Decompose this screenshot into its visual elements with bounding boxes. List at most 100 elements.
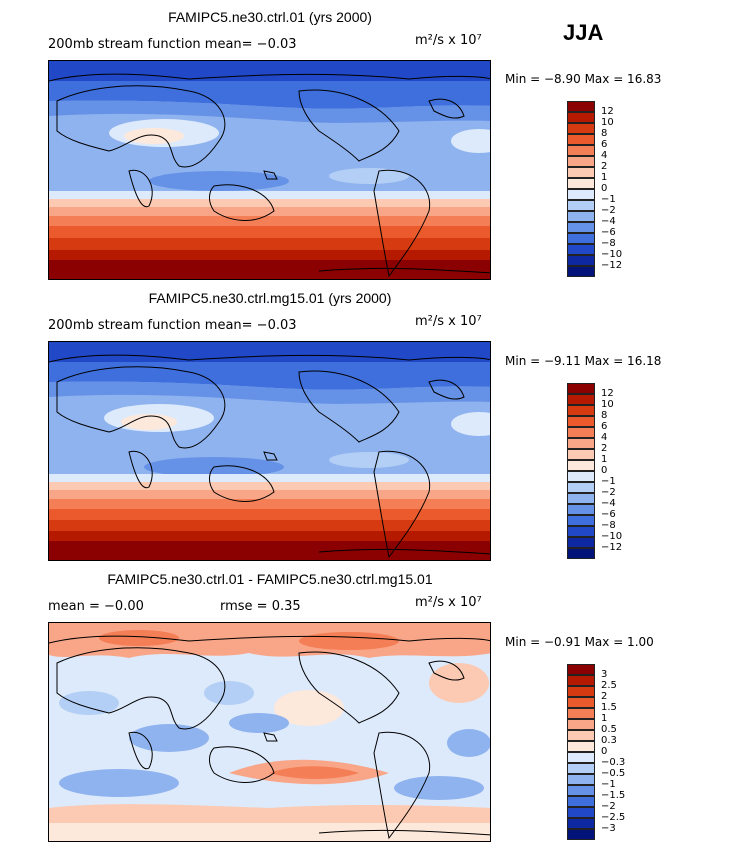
colorbar-tick-label: 8 — [601, 410, 608, 421]
colorbar-cell — [567, 167, 595, 178]
colorbar-tick-label: 12 — [601, 106, 614, 117]
panel-3-mean-label: mean = −0.00 — [48, 599, 144, 614]
colorbar-tick-label: −10 — [601, 249, 623, 260]
colorbar-tick-label: 4 — [601, 432, 608, 443]
panel-3-units: m²/s x 10⁷ — [415, 595, 482, 610]
colorbar-tick-label: −1 — [601, 476, 616, 487]
colorbar-cell — [567, 515, 595, 526]
colorbar-cell — [567, 482, 595, 493]
panel-1-units: m²/s x 10⁷ — [415, 33, 482, 48]
colorbar-tick-label: −8 — [601, 238, 616, 249]
colorbar-cell — [567, 416, 595, 427]
colorbar-tick-label: −12 — [601, 542, 623, 553]
colorbar-cell — [567, 405, 595, 416]
colorbar-tick-label: 12 — [601, 388, 614, 399]
colorbar-tick-label: −2.5 — [601, 812, 626, 823]
colorbar-cell — [567, 211, 595, 222]
colorbar-tick-label: 4 — [601, 150, 608, 161]
colorbar-cell — [567, 233, 595, 244]
colorbar-tick-label: −0.3 — [601, 757, 626, 768]
colorbar-tick-label: 2 — [601, 161, 608, 172]
panel-2-stream-function-field — [49, 342, 490, 560]
panel-3-rmse-label: rmse = 0.35 — [220, 599, 301, 614]
colorbar-tick-label: −6 — [601, 509, 616, 520]
colorbar-tick-label: −4 — [601, 216, 616, 227]
colorbar-tick-label: −0.5 — [601, 768, 626, 779]
colorbar-tick-label: −10 — [601, 531, 623, 542]
colorbar-cell — [567, 145, 595, 156]
colorbar-tick-label: 2 — [601, 443, 608, 454]
colorbar-cell — [567, 796, 595, 807]
colorbar-cell — [567, 244, 595, 255]
colorbar-cell — [567, 156, 595, 167]
colorbar-cell — [567, 829, 595, 840]
colorbar-tick-label: 10 — [601, 399, 614, 410]
colorbar-tick-label: 0.3 — [601, 735, 617, 746]
colorbar-cell — [567, 526, 595, 537]
colorbar-tick-label: 2.5 — [601, 680, 617, 691]
colorbar-cell — [567, 189, 595, 200]
colorbar-tick-label: −12 — [601, 260, 623, 271]
panel-1-stream-function-field — [49, 61, 490, 279]
panel-3-map — [48, 622, 491, 842]
colorbar-cell — [567, 255, 595, 266]
panel-2-map — [48, 341, 491, 561]
colorbar-tick-label: 0 — [601, 746, 608, 757]
colorbar-cell — [567, 123, 595, 134]
colorbar-cell — [567, 785, 595, 796]
colorbar-cell — [567, 818, 595, 829]
colorbar-cell — [567, 697, 595, 708]
colorbar-cell — [567, 675, 595, 686]
colorbar-cell — [567, 383, 595, 394]
colorbar-cell — [567, 719, 595, 730]
panel-1-minmax: Min = −8.90 Max = 16.83 — [505, 72, 662, 86]
colorbar-tick-label: 8 — [601, 128, 608, 139]
colorbar-cell — [567, 134, 595, 145]
colorbar-tick-label: −2 — [601, 801, 616, 812]
colorbar-cell — [567, 548, 595, 559]
colorbar-cell — [567, 266, 595, 277]
colorbar-tick-label: 10 — [601, 117, 614, 128]
panel-3-title: FAMIPC5.ne30.ctrl.01 - FAMIPC5.ne30.ctrl… — [107, 571, 433, 587]
colorbar-tick-label: −3 — [601, 823, 616, 834]
colorbar-cell — [567, 460, 595, 471]
colorbar-cell — [567, 730, 595, 741]
colorbar-tick-label: 0 — [601, 183, 608, 194]
colorbar-tick-label: 0.5 — [601, 724, 617, 735]
colorbar-tick-label: 6 — [601, 421, 608, 432]
colorbar-cell — [567, 664, 595, 675]
panel-1-map — [48, 60, 491, 280]
colorbar-cell — [567, 471, 595, 482]
colorbar-tick-label: 2 — [601, 691, 608, 702]
colorbar-tick-label: −6 — [601, 227, 616, 238]
colorbar-tick-label: 6 — [601, 139, 608, 150]
colorbar-cell — [567, 493, 595, 504]
colorbar-tick-label: −1 — [601, 779, 616, 790]
panel-2-colorbar: 12 10 8 6 4 2 1 0 −1 −2 −4 −6 −8 −10 −12 — [567, 383, 622, 559]
colorbar-cell — [567, 686, 595, 697]
colorbar-cell — [567, 200, 595, 211]
panel-1-title: FAMIPC5.ne30.ctrl.01 (yrs 2000) — [168, 9, 372, 25]
colorbar-tick-label: 1 — [601, 454, 608, 465]
colorbar-tick-label: 1.5 — [601, 702, 617, 713]
panel-1-colorbar: 12 10 8 6 4 2 1 0 −1 −2 −4 −6 −8 −10 −12 — [567, 101, 622, 277]
colorbar-cell — [567, 537, 595, 548]
colorbar-cell — [567, 101, 595, 112]
panel-2-title: FAMIPC5.ne30.ctrl.mg15.01 (yrs 2000) — [148, 290, 392, 306]
colorbar-tick-label: −2 — [601, 205, 616, 216]
colorbar-cell — [567, 222, 595, 233]
colorbar-cell — [567, 504, 595, 515]
colorbar-cell — [567, 763, 595, 774]
colorbar-tick-label: 1 — [601, 713, 608, 724]
colorbar-cell — [567, 752, 595, 763]
colorbar-cell — [567, 427, 595, 438]
colorbar-cell — [567, 807, 595, 818]
colorbar-tick-label: 3 — [601, 669, 608, 680]
colorbar-tick-label: −2 — [601, 487, 616, 498]
panel-3-minmax: Min = −0.91 Max = 1.00 — [505, 635, 654, 649]
colorbar-tick-label: −1 — [601, 194, 616, 205]
panel-3-colorbar: 3 2.5 2 1.5 1 0.5 0.3 0 −0.3 −0.5 −1 −1.5 −2 −2.5 −3 — [567, 664, 625, 840]
colorbar-tick-label: −8 — [601, 520, 616, 531]
panel-3-difference-field — [49, 623, 490, 841]
panel-2-field-label: 200mb stream function mean= −0.03 — [48, 318, 297, 333]
